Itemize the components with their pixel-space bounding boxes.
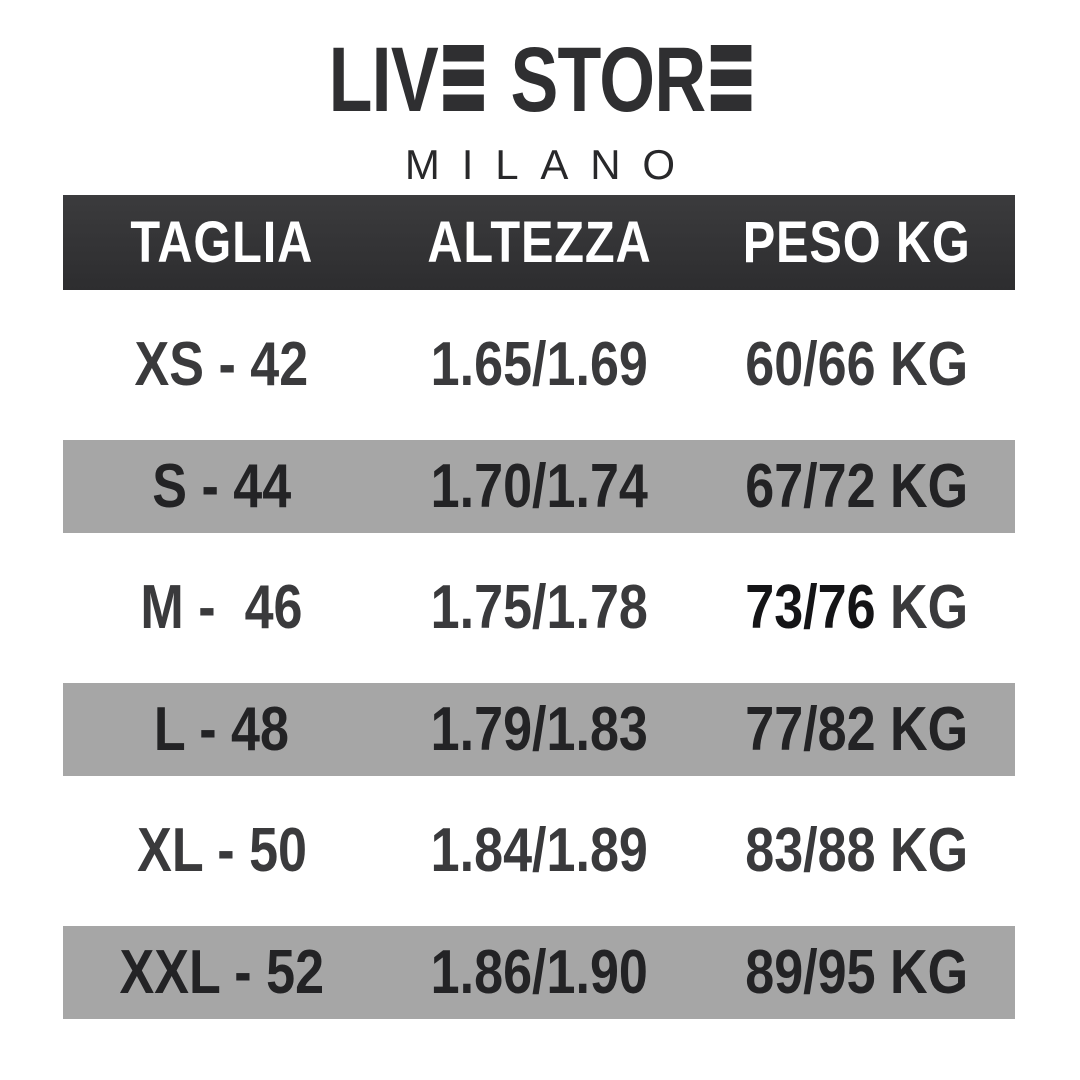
cell-taglia: S - 44 (152, 451, 292, 521)
cell-peso: 83/88 KG (698, 820, 1015, 882)
peso-unit: KG (889, 937, 968, 1007)
cell-altezza: 1.79/1.83 (430, 694, 648, 764)
cell-peso: 89/95 KG (698, 941, 1015, 1004)
size-chart-table: TAGLIA ALTEZZA PESO KG XS - 42 1.65/1.69… (63, 195, 1015, 1019)
cell-peso: 60/66 KG (698, 334, 1015, 396)
table-row: L - 48 1.79/1.83 77/82 KG (63, 683, 1015, 776)
header-cell-altezza: ALTEZZA (426, 209, 652, 275)
cell-altezza: 1.84/1.89 (430, 816, 648, 885)
cell-altezza: 1.70/1.74 (430, 451, 648, 521)
peso-unit: KG (889, 694, 968, 764)
logo-word-liv: LIV (328, 29, 439, 131)
logo-letter-e-icon (443, 45, 484, 111)
peso-value: 83/88 (744, 816, 876, 885)
cell-altezza: 1.86/1.90 (430, 937, 648, 1007)
cell-taglia: XXL - 52 (119, 937, 324, 1007)
logo-letter-e-icon (710, 45, 752, 111)
peso-value: 73/76 (744, 573, 876, 642)
cell-taglia: XS - 42 (134, 330, 309, 399)
table-row: M - 46 1.75/1.78 73/76 KG (63, 533, 1015, 683)
peso-unit: KG (889, 816, 968, 885)
cell-altezza: 1.75/1.78 (430, 573, 648, 642)
peso-unit: KG (889, 330, 968, 399)
table-row: XL - 50 1.84/1.89 83/88 KG (63, 776, 1015, 926)
brand-logo: LIV STOR MILANO (0, 34, 1080, 186)
peso-value: 89/95 (744, 937, 876, 1007)
peso-value: 67/72 (744, 451, 876, 521)
logo-subtitle: MILANO (404, 141, 697, 188)
cell-taglia: L - 48 (154, 694, 290, 764)
header-cell-taglia: TAGLIA (130, 209, 314, 275)
peso-unit: KG (889, 451, 968, 521)
peso-value: 60/66 (744, 330, 876, 399)
logo-word-stor: STOR (510, 29, 706, 131)
peso-unit: KG (889, 573, 968, 642)
table-header-row: TAGLIA ALTEZZA PESO KG (63, 195, 1015, 290)
cell-altezza: 1.65/1.69 (430, 330, 648, 399)
cell-peso: 77/82 KG (698, 698, 1015, 761)
peso-value: 77/82 (744, 694, 876, 764)
table-row: XXL - 52 1.86/1.90 89/95 KG (63, 926, 1015, 1019)
cell-peso: 73/76 KG (698, 577, 1015, 639)
header-cell-peso: PESO KG (742, 209, 971, 275)
cell-taglia: XL - 50 (136, 816, 307, 885)
logo-wordmark: LIV STOR (329, 34, 752, 126)
cell-peso: 67/72 KG (698, 455, 1015, 518)
cell-taglia: M - 46 (140, 573, 303, 642)
table-row: XS - 42 1.65/1.69 60/66 KG (63, 290, 1015, 440)
table-row: S - 44 1.70/1.74 67/72 KG (63, 440, 1015, 533)
